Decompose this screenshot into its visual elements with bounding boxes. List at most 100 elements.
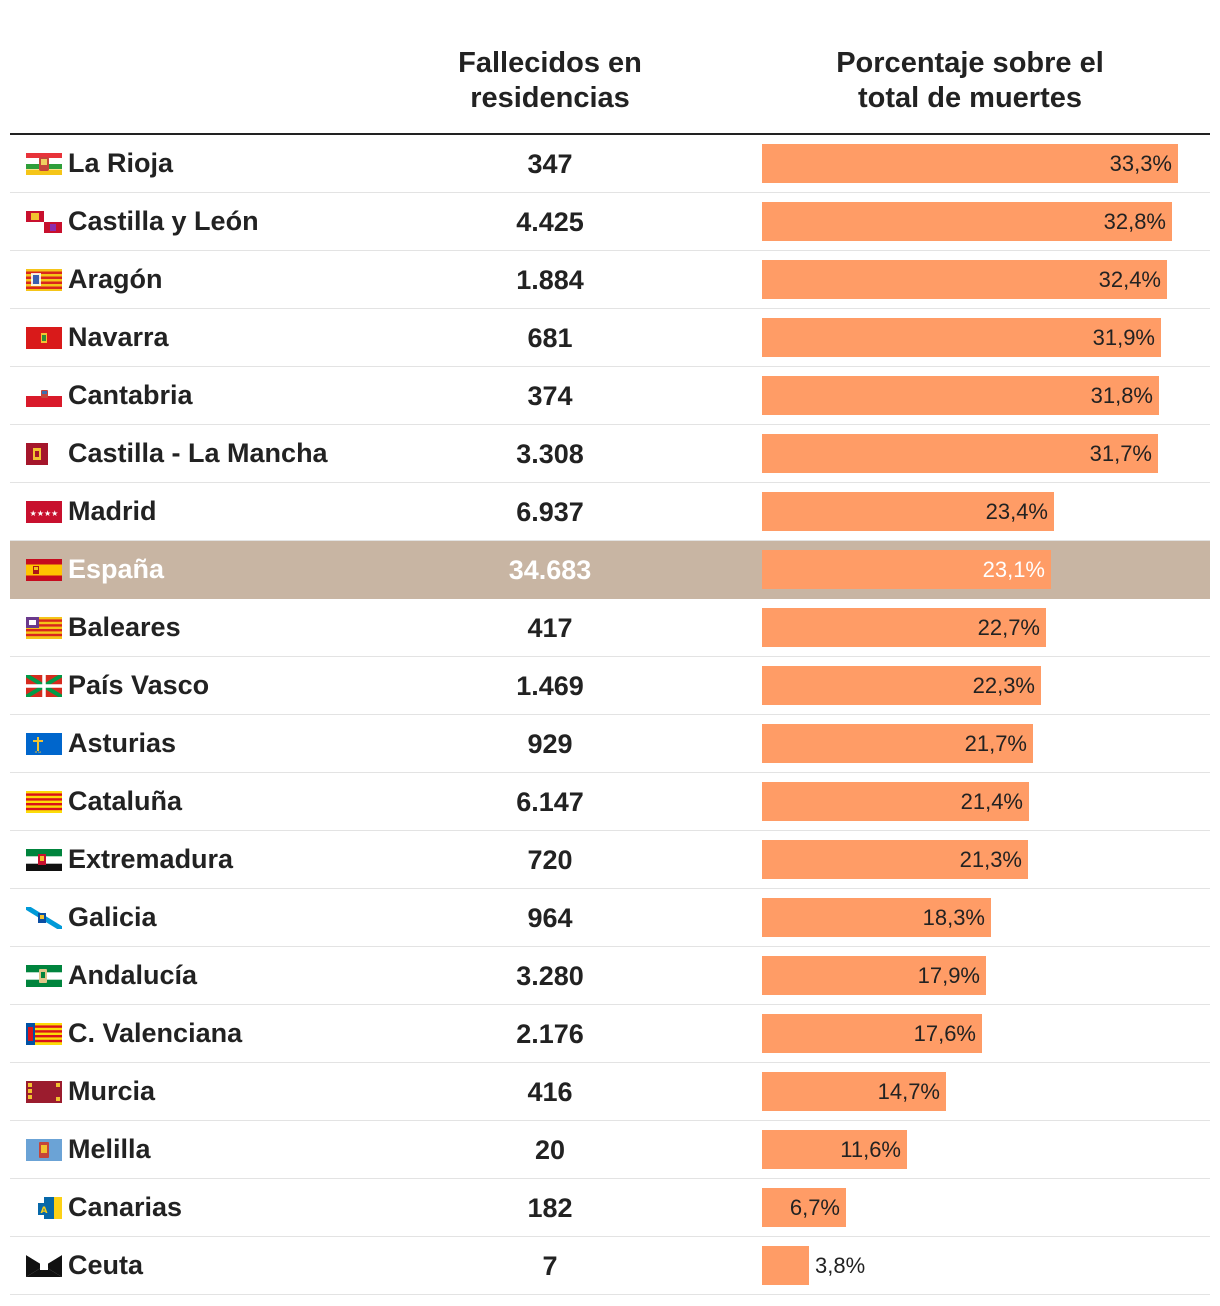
region-name: Murcia [68, 1076, 156, 1106]
deaths-value: 964 [527, 903, 573, 933]
svg-text:A: A [41, 1206, 48, 1216]
deaths-value: 416 [527, 1077, 573, 1107]
region-name: Andalucía [68, 960, 198, 990]
valenciana-flag-icon [26, 1023, 62, 1045]
table-row: Andalucía 3.280 17,9% [10, 947, 1210, 1005]
table-row: Galicia 964 18,3% [10, 889, 1210, 947]
region-name: Ceuta [68, 1250, 144, 1280]
percent-label: 3,8% [815, 1253, 866, 1278]
percent-bar [762, 782, 1029, 821]
region-name: Galicia [68, 902, 157, 932]
percent-label: 21,7% [964, 731, 1027, 756]
percent-label: 11,6% [840, 1137, 901, 1162]
region-name: Extremadura [68, 844, 234, 874]
percent-label: 22,3% [972, 673, 1035, 698]
deaths-value: 182 [527, 1193, 573, 1223]
percent-bar [762, 608, 1046, 647]
percent-label: 14,7% [877, 1079, 940, 1104]
percent-bar [762, 724, 1033, 763]
deaths-value: 374 [527, 381, 573, 411]
region-name: Canarias [68, 1192, 183, 1222]
percent-bar [762, 898, 991, 937]
table-row: España 34.683 23,1% [10, 541, 1210, 599]
deaths-value: 34.683 [508, 555, 592, 585]
table-row: C. Valenciana 2.176 17,6% [10, 1005, 1210, 1063]
region-name: Asturias [68, 728, 177, 758]
deaths-value: 417 [527, 613, 573, 643]
percent-label: 31,8% [1090, 383, 1153, 408]
percent-label: 33,3% [1109, 151, 1172, 176]
asturias-flag-icon: α ω [26, 733, 62, 755]
percent-label: 23,4% [985, 499, 1048, 524]
region-name: La Rioja [68, 148, 174, 178]
region-name: Navarra [68, 322, 169, 352]
deaths-header-line1: Fallecidos en [458, 47, 642, 79]
aragon-flag-icon [26, 269, 62, 291]
percent-bar [762, 376, 1159, 415]
melilla-flag-icon [26, 1139, 62, 1161]
percent-label: 17,6% [913, 1021, 976, 1046]
castilla-leon-flag-icon [26, 211, 62, 233]
region-name: Castilla - La Mancha [68, 438, 328, 468]
percent-bar [762, 434, 1158, 473]
percent-bar [762, 318, 1161, 357]
percent-label: 32,8% [1103, 209, 1166, 234]
percent-bar [762, 202, 1172, 241]
canarias-flag-icon: A [26, 1197, 62, 1219]
table-row: Navarra 681 31,9% [10, 309, 1210, 367]
table-row: Cataluña 6.147 21,4% [10, 773, 1210, 831]
percent-bar [762, 1072, 946, 1111]
deaths-value: 347 [527, 149, 573, 179]
table-row: ★★★★ Madrid 6.937 23,4% [10, 483, 1210, 541]
region-name: País Vasco [68, 670, 210, 700]
deaths-value: 681 [527, 323, 573, 353]
percent-label: 32,4% [1098, 267, 1161, 292]
navarra-flag-icon [26, 327, 62, 349]
percent-label: 31,7% [1089, 441, 1152, 466]
table-row: Murcia 416 14,7% [10, 1063, 1210, 1121]
table-row: Melilla 20 11,6% [10, 1121, 1210, 1179]
svg-text:α ω: α ω [35, 749, 42, 754]
percent-bar [762, 1130, 907, 1169]
table-header: Fallecidos en residencias Porcentaje sob… [10, 0, 1210, 135]
percent-label: 17,9% [917, 963, 980, 988]
castilla-la-mancha-flag-icon [26, 443, 62, 465]
deaths-value: 720 [527, 845, 573, 875]
table-row: Aragón 1.884 32,4% [10, 251, 1210, 309]
deaths-value: 2.176 [516, 1019, 584, 1049]
percent-bar [762, 550, 1051, 589]
region-name: Baleares [68, 612, 181, 642]
baleares-flag-icon [26, 617, 62, 639]
deaths-column-header: Fallecidos en residencias [400, 46, 700, 116]
deaths-value: 7 [542, 1251, 558, 1281]
cantabria-flag-icon [26, 385, 62, 407]
region-name: España [68, 554, 165, 584]
percent-label: 22,7% [977, 615, 1040, 640]
table-row: Baleares 417 22,7% [10, 599, 1210, 657]
percent-header-line2: total de muertes [858, 82, 1082, 114]
percent-bar [762, 666, 1041, 705]
percent-bar [762, 956, 986, 995]
region-name: Madrid [68, 496, 157, 526]
deaths-value: 929 [527, 729, 573, 759]
table-row: α ω Asturias 929 21,7% [10, 715, 1210, 773]
table-row: Cantabria 374 31,8% [10, 367, 1210, 425]
table-row: Castilla y León 4.425 32,8% [10, 193, 1210, 251]
cataluna-flag-icon [26, 791, 62, 813]
region-name: C. Valenciana [68, 1018, 243, 1048]
deaths-value: 3.280 [516, 961, 584, 991]
table-row: Castilla - La Mancha 3.308 31,7% [10, 425, 1210, 483]
region-name: Cantabria [68, 380, 193, 410]
galicia-flag-icon [26, 907, 62, 929]
table-row: Extremadura 720 21,3% [10, 831, 1210, 889]
deaths-value: 3.308 [516, 439, 584, 469]
percent-bar [762, 840, 1028, 879]
percent-bar [762, 1246, 809, 1285]
table-body: La Rioja 347 33,3% Castilla y León 4.425 32,8… [10, 135, 1210, 1295]
table-row: A Canarias 182 6,7% [10, 1179, 1210, 1237]
percent-label: 31,9% [1092, 325, 1155, 350]
deaths-value: 20 [534, 1135, 566, 1165]
table-row: País Vasco 1.469 22,3% [10, 657, 1210, 715]
la-rioja-flag-icon [26, 153, 62, 175]
percent-label: 23,1% [982, 557, 1045, 582]
